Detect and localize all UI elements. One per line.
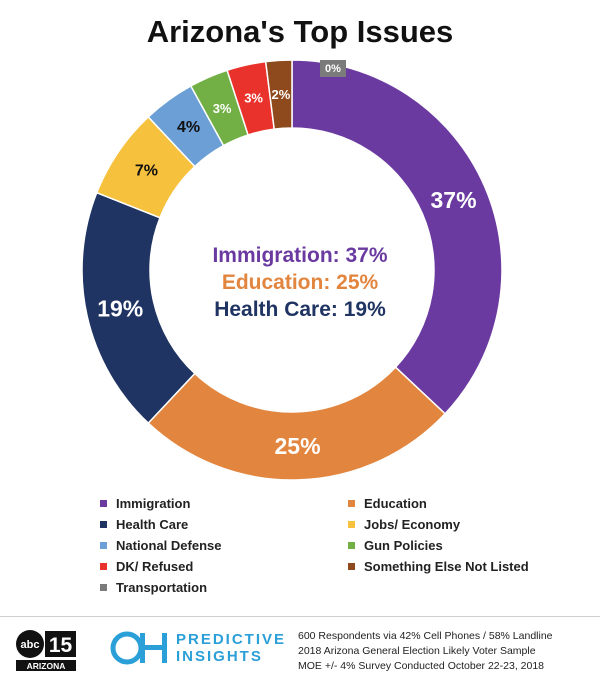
- legend-swatch: [100, 541, 107, 549]
- legend-label: Immigration: [116, 495, 191, 511]
- legend-label: Health Care: [116, 516, 189, 532]
- chart-title: Arizona's Top Issues: [146, 14, 454, 49]
- legend-item-gun-policies: Gun Policies: [348, 536, 560, 554]
- center-text-education: Education: 25%: [221, 271, 379, 294]
- legend-label: Transportation: [116, 579, 208, 595]
- legend-swatch: [348, 520, 355, 528]
- ph-name-line2: INSIGHTS: [176, 648, 263, 665]
- legend-swatch: [348, 541, 355, 549]
- legend-swatch: [100, 562, 107, 570]
- legend-item-education: Education: [348, 494, 560, 512]
- survey-notes: 600 Respondents via 42% Cell Phones / 58…: [298, 629, 553, 674]
- data-label-national-defense: 4%: [177, 119, 200, 136]
- legend-swatch: [100, 520, 107, 528]
- legend-label: National Defense: [116, 537, 222, 553]
- slice-immigration: [291, 59, 503, 415]
- legend-item-health-care: Health Care: [100, 515, 348, 533]
- legend-label: DK/ Refused: [116, 558, 194, 574]
- survey-note-3: MOE +/- 4% Survey Conducted October 22-2…: [298, 660, 545, 672]
- legend-item-jobs-economy: Jobs/ Economy: [348, 515, 560, 533]
- legend-label: Jobs/ Economy: [364, 516, 461, 532]
- data-label-transportation: 0%: [320, 60, 346, 77]
- data-label-immigration: 37%: [431, 187, 477, 213]
- donut-chart: 37% 25% 19% 7% 4% 3% 3% 2% 0%: [81, 59, 503, 481]
- footer-divider: [0, 616, 600, 617]
- svg-text:0%: 0%: [325, 63, 341, 75]
- chart-legend: Immigration Education Health Care Jobs/ Eco…: [100, 494, 560, 596]
- legend-item-immigration: Immigration: [100, 494, 348, 512]
- legend-item-national-defense: National Defense: [100, 536, 348, 554]
- center-text-health-care: Health Care: 19%: [214, 298, 386, 321]
- legend-swatch: [348, 499, 355, 507]
- abc15-logo: abc 15 ARIZONA: [16, 630, 76, 671]
- abc-logo-text: abc: [21, 639, 40, 651]
- data-label-education: 25%: [275, 433, 321, 459]
- slice-education: [147, 366, 447, 481]
- data-label-something-else-not-listed: 2%: [272, 87, 291, 102]
- legend-item-something-else-not-listed: Something Else Not Listed: [348, 557, 560, 575]
- ph-name-line1: PREDICTIVE: [176, 631, 287, 648]
- data-label-health-care: 19%: [97, 295, 143, 321]
- legend-swatch: [100, 499, 107, 507]
- legend-swatch: [348, 562, 355, 570]
- predictive-insights-name: PREDICTIVE INSIGHTS: [176, 631, 286, 665]
- legend-item-transportation: Transportation: [100, 578, 348, 596]
- data-label-dk-refused: 3%: [244, 91, 263, 106]
- abc-logo-sub: ARIZONA: [27, 661, 66, 671]
- slice-something-else-not-listed: [264, 59, 293, 130]
- legend-swatch: [100, 583, 107, 591]
- survey-note-1: 600 Respondents via 42% Cell Phones / 58…: [298, 630, 553, 642]
- abc-logo-number: 15: [49, 634, 73, 657]
- survey-note-2: 2018 Arizona General Election Likely Vot…: [298, 645, 536, 657]
- legend-label: Gun Policies: [364, 537, 443, 553]
- data-label-gun-policies: 3%: [213, 101, 232, 116]
- legend-label: Something Else Not Listed: [364, 558, 529, 574]
- legend-item-dk-refused: DK/ Refused: [100, 557, 348, 575]
- data-label-jobs-economy: 7%: [135, 163, 158, 180]
- legend-label: Education: [364, 495, 427, 511]
- center-text-immigration: Immigration: 37%: [212, 244, 388, 267]
- predictive-insights-logo-icon: [110, 631, 167, 665]
